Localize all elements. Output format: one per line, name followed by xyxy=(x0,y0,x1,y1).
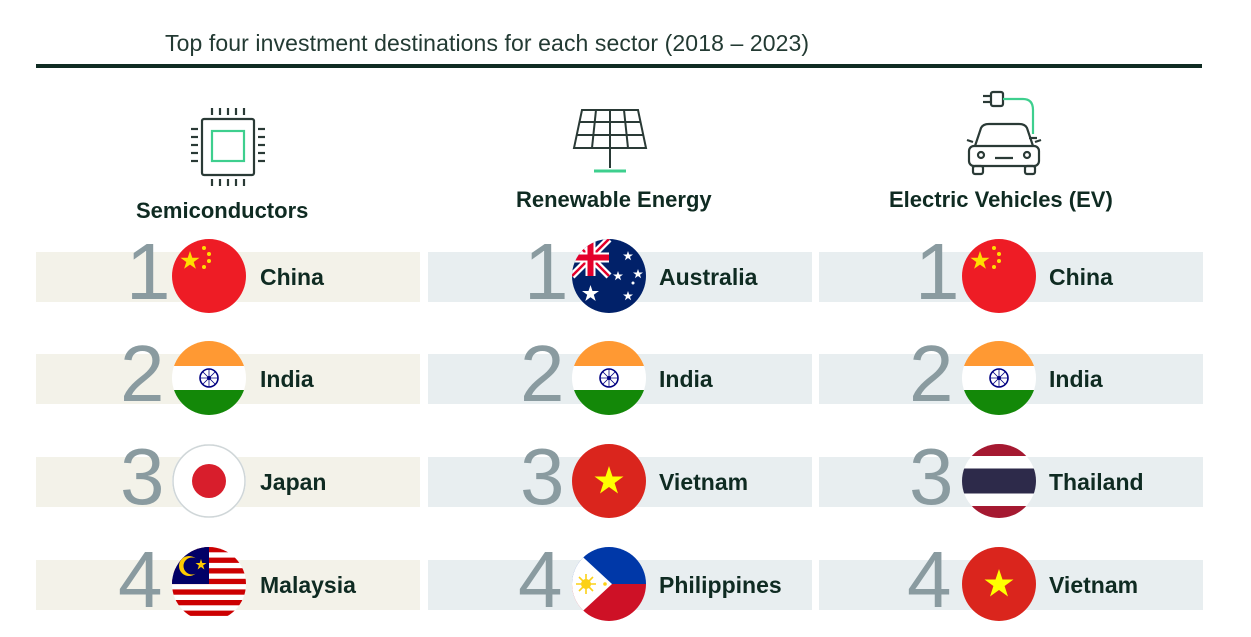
list-item: 2 India xyxy=(428,334,812,415)
title-rule xyxy=(36,64,1202,68)
list-item: 3 Thailand xyxy=(819,437,1203,518)
vietnam-flag-icon xyxy=(962,547,1036,621)
country-name: Vietnam xyxy=(1049,572,1139,598)
list-item: 2 India xyxy=(36,334,420,415)
sector-title: Renewable Energy xyxy=(516,187,712,212)
country-name: India xyxy=(260,366,314,392)
rank-number: 1 xyxy=(126,227,171,316)
china-flag-icon xyxy=(172,239,246,313)
country-name: India xyxy=(1049,366,1103,392)
philippines-flag-icon xyxy=(572,547,646,621)
rank-number: 2 xyxy=(520,329,565,418)
sector-column-electric-vehicles: Electric Vehicles (EV) 1 China 2 India 3 xyxy=(819,0,1209,637)
list-item: 4 Vietnam xyxy=(819,540,1203,621)
rank-number: 3 xyxy=(520,432,565,521)
sector-column-semiconductors: Semiconductors 1 China 2 India 3 Japan xyxy=(36,0,426,637)
sector-column-renewable-energy: Renewable Energy 1 Australia xyxy=(428,0,818,637)
sector-title: Semiconductors xyxy=(136,198,309,223)
country-name: China xyxy=(260,264,324,290)
malaysia-flag-icon xyxy=(172,547,246,621)
china-flag-icon xyxy=(962,239,1036,313)
country-name: Australia xyxy=(659,264,758,290)
microchip-icon xyxy=(188,105,268,189)
rank-number: 1 xyxy=(915,227,960,316)
country-name: Philippines xyxy=(659,572,782,598)
solar-panel-icon xyxy=(570,106,650,176)
rank-number: 3 xyxy=(909,432,954,521)
list-item: 1 China xyxy=(36,232,420,313)
country-name: Thailand xyxy=(1049,469,1144,495)
rank-number: 4 xyxy=(118,535,163,624)
list-item: 2 India xyxy=(819,334,1203,415)
country-name: China xyxy=(1049,264,1113,290)
vietnam-flag-icon xyxy=(572,444,646,518)
list-item: 4 Malaysia xyxy=(36,540,420,621)
rank-number: 3 xyxy=(120,432,165,521)
page-title: Top four investment destinations for eac… xyxy=(165,30,810,56)
list-item: 3 Vietnam xyxy=(428,437,812,518)
electric-car-icon xyxy=(965,90,1045,180)
japan-flag-icon xyxy=(172,444,246,518)
india-flag-icon xyxy=(572,341,646,415)
sector-title: Electric Vehicles (EV) xyxy=(889,187,1113,212)
rank-number: 2 xyxy=(909,329,954,418)
list-item: 1 China xyxy=(819,232,1203,313)
rank-number: 4 xyxy=(518,535,563,624)
country-name: Vietnam xyxy=(659,469,749,495)
list-item: 4 Philippines xyxy=(428,540,812,621)
australia-flag-icon xyxy=(572,239,646,313)
rank-number: 4 xyxy=(907,535,952,624)
country-name: India xyxy=(659,366,713,392)
country-name: Malaysia xyxy=(260,572,356,598)
rank-number: 1 xyxy=(524,227,569,316)
rank-number: 2 xyxy=(120,329,165,418)
thailand-flag-icon xyxy=(962,444,1036,518)
india-flag-icon xyxy=(962,341,1036,415)
india-flag-icon xyxy=(172,341,246,415)
list-item: 1 Australia xyxy=(428,232,812,313)
country-name: Japan xyxy=(260,469,327,495)
list-item: 3 Japan xyxy=(36,437,420,518)
